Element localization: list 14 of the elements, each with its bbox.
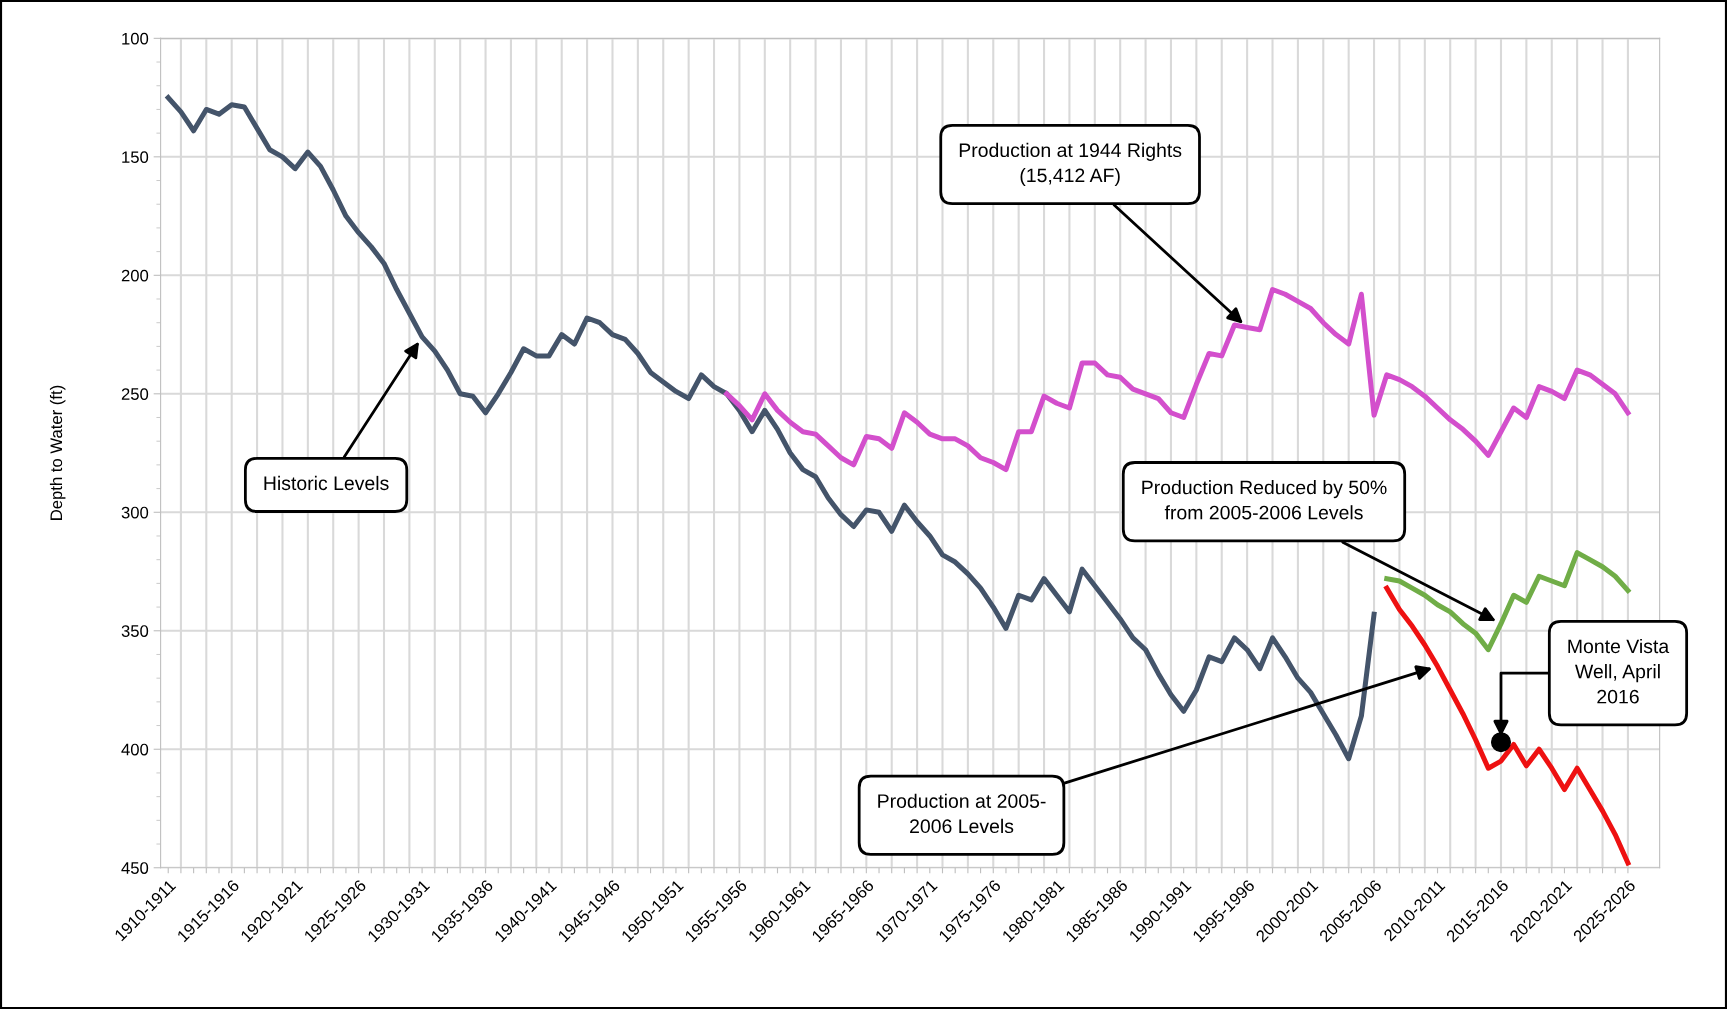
y-tick-label: 100 [122,32,149,45]
y-tick-label: 350 [121,625,149,637]
y-tick-label: 300 [121,506,149,519]
annotation: Production at 1944 Rights (15,412 AF) [959,142,1182,187]
annotation: Production Reduced by 50% from 2005-2006 Levels [1142,480,1387,520]
annotation: Monte Vista Well, April 2016 [1568,638,1670,704]
y-axis-title: Depth to Water (ft) [49,385,66,520]
y-tick-label: 400 [121,743,149,756]
annotation: Historic Levels [264,475,389,491]
y-tick-label: 450 [121,862,149,874]
y-tick-label: 250 [121,388,149,400]
annotation: Production at 2005- 2006 Levels [878,793,1046,834]
y-tick-label: 200 [121,269,149,282]
y-tick-label: 150 [122,151,149,164]
